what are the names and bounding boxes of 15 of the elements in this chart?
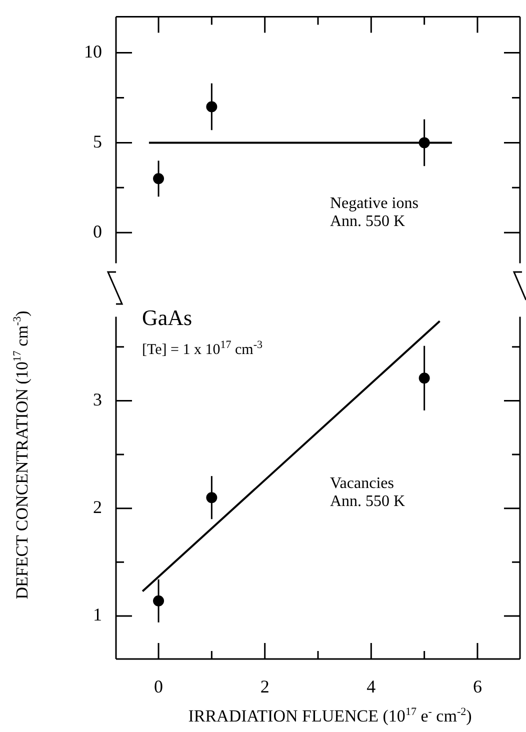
y-tick-label: 1 (93, 604, 102, 625)
annotation: Vacancies Ann. 550 K (330, 475, 406, 511)
y-tick-label: 5 (93, 131, 102, 152)
annotation: GaAs (142, 305, 192, 330)
annotation: Negative ions Ann. 550 K (330, 195, 418, 231)
y-tick-label: 0 (93, 221, 102, 242)
x-tick-label: 2 (260, 676, 270, 697)
y-tick-label: 10 (84, 42, 102, 62)
x-tick-label: 4 (366, 676, 376, 697)
annotation: [Te] = 1 x 10$^{17}$ cm$^{-3}$ (142, 338, 262, 359)
y-tick-label: 2 (93, 497, 102, 518)
x-tick-label: 6 (472, 676, 482, 697)
x-tick-label: 0 (154, 676, 164, 697)
x-axis-title: IRRADIATION FLUENCE (10$^{17}$ e$^{-}$ cm$^{-2}$) (188, 706, 472, 727)
y-tick-label: 3 (93, 389, 102, 410)
